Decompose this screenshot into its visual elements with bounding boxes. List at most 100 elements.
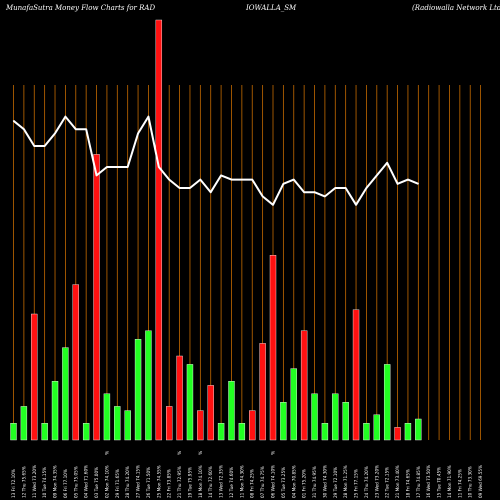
money-flow-bar xyxy=(165,406,173,441)
money-flow-bar xyxy=(332,393,339,441)
line-point xyxy=(178,187,181,189)
money-flow-bar xyxy=(249,410,256,441)
money-flow-bar xyxy=(383,364,391,441)
line-point xyxy=(210,191,212,193)
line-point xyxy=(95,174,98,176)
money-flow-bar xyxy=(373,414,380,441)
line-point xyxy=(137,132,139,134)
line-point xyxy=(417,183,419,185)
line-point xyxy=(230,179,233,181)
x-tick-label: 21 Mon 73.40% xyxy=(395,465,400,498)
x-tick-label: 25 Mon 74.55% xyxy=(156,465,161,498)
line-point xyxy=(386,162,388,164)
x-tick-label: 13 Fri 72.10% xyxy=(11,469,16,498)
x-tick-label: 19 Tue 75.95% xyxy=(187,467,192,498)
money-flow-bar xyxy=(176,355,183,441)
x-tick-label: 06 Fri 77.10% xyxy=(63,469,68,498)
x-tick-label: 13 Wed 72.35% xyxy=(219,465,224,498)
money-flow-bar xyxy=(93,154,100,441)
x-tick-label: 01 Fri 75.20% xyxy=(302,469,307,498)
money-flow-bar xyxy=(20,406,28,441)
line-point xyxy=(241,179,243,181)
line-point xyxy=(272,204,274,206)
x-tick-label: 29 Tue 72.10% xyxy=(333,467,338,498)
money-flow-bar xyxy=(290,368,297,441)
money-flow-bar xyxy=(10,423,17,441)
x-tick-label: 09 Wed 69.55% xyxy=(478,465,483,498)
line-point xyxy=(33,145,35,147)
mid-marker: % xyxy=(104,450,110,455)
money-flow-bar xyxy=(321,423,329,441)
money-flow-bar xyxy=(103,393,111,441)
x-tick-label: 14 Mon 71.90% xyxy=(447,465,452,498)
x-tick-label: 30 Wed 74.30% xyxy=(322,465,327,498)
x-tick-label: 05 Thu 75.05% xyxy=(73,466,78,498)
x-tick-label: 04 Mon 70.85% xyxy=(291,465,296,498)
x-tick-label: 28 Mon 71.25% xyxy=(343,465,348,498)
money-flow-bar xyxy=(280,402,287,441)
line-point xyxy=(282,183,284,185)
money-flow-bar xyxy=(311,393,318,441)
x-tick-label: 22 Tue 72.15% xyxy=(385,467,390,498)
line-point xyxy=(158,166,160,168)
line-point xyxy=(303,191,305,193)
x-tick-label: 28 Thu 74.20% xyxy=(125,466,130,498)
line-point xyxy=(251,179,253,181)
money-flow-bar xyxy=(342,402,349,441)
line-point xyxy=(12,120,15,122)
price-line xyxy=(12,115,419,206)
money-flow-bar xyxy=(186,364,194,441)
x-tick-label: 02 Mon 74.10% xyxy=(104,465,109,498)
x-tick-label: 21 Thu 72.95% xyxy=(177,466,182,498)
money-flow-bar xyxy=(134,339,142,441)
money-flow-bar xyxy=(228,381,235,441)
line-point xyxy=(345,187,347,189)
line-point xyxy=(293,179,295,181)
chart-title-left: MunafaSutra Money Flow Charts for RAD xyxy=(5,4,155,12)
x-tick-label: 26 Tue 71.50% xyxy=(146,467,151,498)
line-point xyxy=(189,187,191,189)
money-flow-bar xyxy=(62,347,69,441)
line-point xyxy=(262,195,264,197)
money-flow-bar xyxy=(124,410,131,441)
money-flow-bar xyxy=(72,284,79,441)
flow-line xyxy=(12,115,419,206)
money-flow-bar xyxy=(259,343,266,441)
line-point xyxy=(168,179,170,181)
money-flow-bar xyxy=(217,423,225,441)
money-flow-bar xyxy=(51,381,59,441)
x-tick-label: 27 Wed 74.15% xyxy=(136,465,141,498)
x-tick-label: 06 Wed 74.10% xyxy=(271,465,276,498)
line-point xyxy=(355,204,357,206)
money-flow-bar xyxy=(82,423,90,441)
mid-marker: % xyxy=(177,450,183,455)
x-tick-label: 05 Tue 73.25% xyxy=(281,467,286,498)
line-point xyxy=(75,128,77,130)
money-flow-bar xyxy=(300,330,308,441)
bars xyxy=(10,19,422,441)
line-point xyxy=(106,166,108,168)
x-tick-label: 24 Thu 74.20% xyxy=(364,466,369,498)
x-tick-label: 29 Fri 71.65% xyxy=(115,469,120,498)
x-tick-label: 11 Mon 74.30% xyxy=(239,465,244,498)
money-flow-bar xyxy=(207,385,214,441)
mid-marker: % xyxy=(198,450,204,455)
x-tick-label: 10 Tue 74.15% xyxy=(42,467,47,498)
x-tick-label: 17 Thu 74.85% xyxy=(416,466,421,498)
line-point xyxy=(199,179,201,181)
line-point xyxy=(396,183,399,185)
line-point xyxy=(64,116,66,118)
x-tick-label: 11 Wed 73.20% xyxy=(32,465,37,498)
mid-marker: % xyxy=(271,450,277,455)
x-tick-label: 16 Wed 73.50% xyxy=(426,465,431,498)
x-tick-label: 09 Mon 74.35% xyxy=(53,465,58,498)
line-point xyxy=(23,128,25,130)
line-point xyxy=(54,132,56,134)
money-flow-bar xyxy=(41,423,48,441)
money-flow-bar xyxy=(269,254,277,441)
line-point xyxy=(127,166,129,168)
x-tick-label: 04 Wed 71.60% xyxy=(84,465,89,498)
line-point xyxy=(313,191,316,193)
line-point xyxy=(407,179,409,181)
